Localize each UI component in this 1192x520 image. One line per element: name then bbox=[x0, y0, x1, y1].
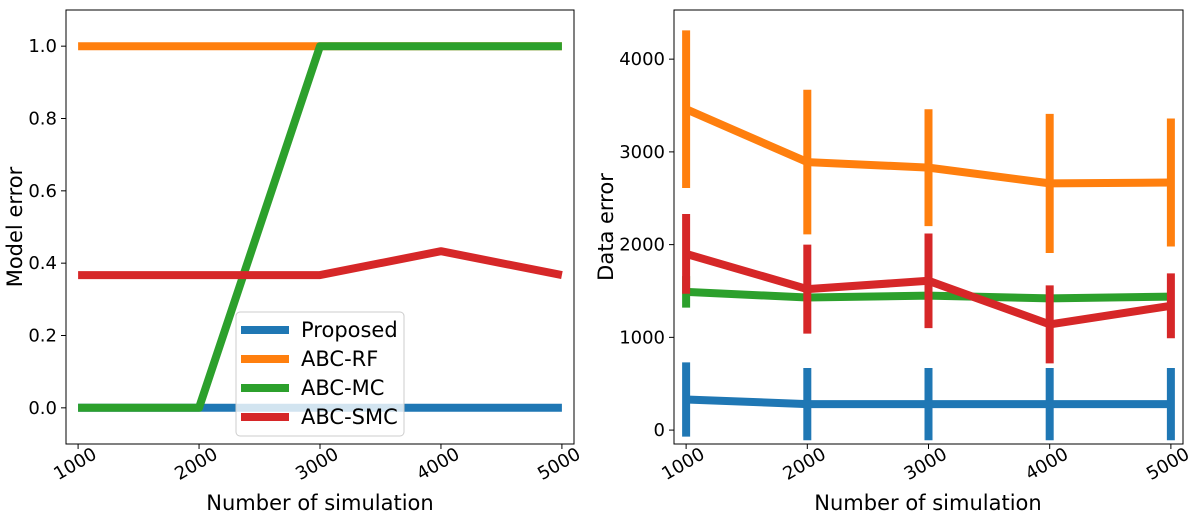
y-tick-label: 0 bbox=[654, 420, 665, 441]
series-abc-rf bbox=[682, 30, 1175, 253]
legend-label: ABC-MC bbox=[301, 376, 384, 400]
series-abc-smc bbox=[78, 247, 563, 280]
series-line bbox=[684, 105, 1171, 188]
x-tick-label: 1000 bbox=[50, 444, 100, 485]
series-layer bbox=[682, 30, 1175, 441]
x-tick-label: 3000 bbox=[901, 444, 951, 485]
y-tick-label: 1000 bbox=[619, 327, 665, 348]
series-abc-smc bbox=[682, 214, 1175, 364]
y-tick-label: 0.0 bbox=[28, 398, 57, 419]
legend: Proposed ABC-RF ABC-MC ABC-SMC bbox=[235, 311, 405, 437]
series-line bbox=[78, 42, 562, 412]
x-tick-label: 4000 bbox=[413, 444, 463, 485]
y-tick-label: 0.6 bbox=[28, 181, 57, 202]
y-axis-label: Model error bbox=[3, 166, 27, 287]
series-abc-mc bbox=[78, 42, 562, 412]
x-tick-label: 5000 bbox=[1143, 444, 1192, 485]
y-axis-ticks: 0 1000 2000 3000 4000 bbox=[619, 49, 674, 441]
y-tick-label: 2000 bbox=[619, 235, 665, 256]
y-tick-label: 0.2 bbox=[28, 326, 57, 347]
x-tick-label: 3000 bbox=[292, 444, 342, 485]
x-tick-label: 2000 bbox=[171, 444, 221, 485]
legend-item-abc-mc: ABC-MC bbox=[241, 376, 384, 400]
y-tick-label: 0.8 bbox=[28, 109, 57, 130]
series-line bbox=[78, 247, 563, 280]
series-proposed bbox=[682, 362, 1175, 441]
x-tick-label: 4000 bbox=[1022, 444, 1072, 485]
legend-item-proposed: Proposed bbox=[241, 318, 398, 342]
series-line bbox=[685, 395, 1171, 409]
legend-item-abc-rf: ABC-RF bbox=[241, 347, 378, 371]
x-axis-ticks: 1000 2000 3000 4000 5000 bbox=[50, 444, 584, 485]
y-tick-label: 0.4 bbox=[28, 253, 57, 274]
y-axis-label: Data error bbox=[594, 173, 618, 281]
x-axis-ticks: 1000 2000 3000 4000 5000 bbox=[658, 444, 1192, 485]
y-axis-ticks: 0.0 0.2 0.4 0.6 0.8 1.0 bbox=[28, 36, 66, 419]
data-error-chart: 1000 2000 3000 4000 5000 0 1000 2000 3000 4000 N… bbox=[594, 9, 1192, 515]
y-tick-label: 1.0 bbox=[28, 36, 57, 57]
legend-label: ABC-SMC bbox=[301, 405, 398, 429]
x-tick-label: 2000 bbox=[779, 444, 829, 485]
x-axis-label: Number of simulation bbox=[814, 491, 1041, 515]
legend-frame bbox=[235, 311, 405, 437]
y-tick-label: 3000 bbox=[619, 142, 665, 163]
model-error-chart: 1000 2000 3000 4000 5000 0.00.20.40.60.81.0 … bbox=[3, 9, 584, 515]
x-axis-label: Number of simulation bbox=[206, 491, 433, 515]
series-line bbox=[684, 250, 1172, 329]
legend-items: Proposed ABC-RF ABC-MC ABC-SMC bbox=[241, 318, 398, 429]
legend-label: ABC-RF bbox=[301, 347, 378, 371]
x-tick-label: 5000 bbox=[534, 444, 584, 485]
y-tick-label: 4000 bbox=[619, 49, 665, 70]
x-tick-label: 1000 bbox=[658, 444, 708, 485]
legend-label: Proposed bbox=[301, 318, 398, 342]
legend-item-abc-smc: ABC-SMC bbox=[241, 405, 398, 429]
